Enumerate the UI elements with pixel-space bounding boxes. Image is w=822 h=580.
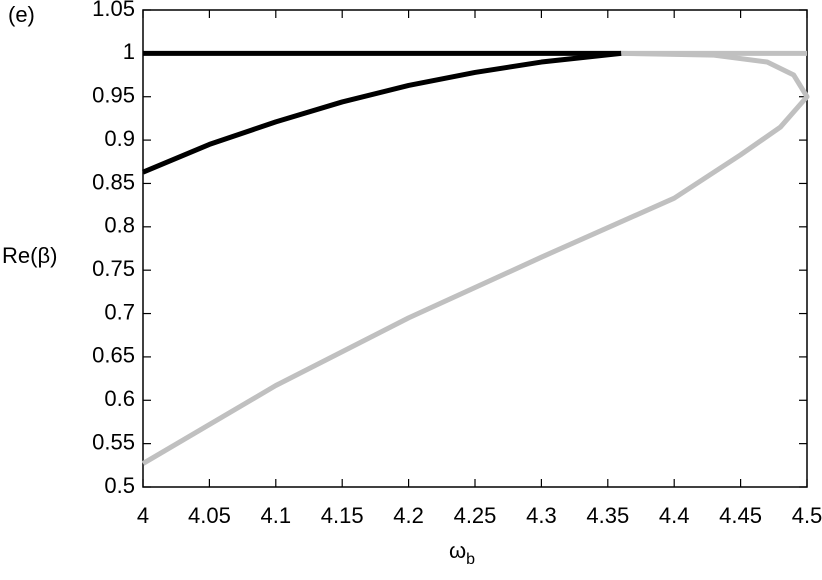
y-tick-label: 0.8 <box>104 213 135 238</box>
y-axis-label: Re(β) <box>2 243 57 268</box>
x-tick-label: 4.05 <box>188 503 231 528</box>
y-tick-label: 1.05 <box>92 0 135 21</box>
y-tick-label: 0.95 <box>92 83 135 108</box>
x-tick-label: 4.35 <box>586 503 629 528</box>
x-tick-label: 4.25 <box>454 503 497 528</box>
x-tick-label: 4.3 <box>526 503 557 528</box>
curve <box>141 50 810 466</box>
panel-label: (e) <box>8 2 35 27</box>
plot-frame <box>142 9 808 488</box>
y-tick-label: 1 <box>123 39 135 64</box>
y-tick-label: 0.5 <box>104 473 135 498</box>
x-tick-label: 4.1 <box>261 503 292 528</box>
y-tick-label: 0.85 <box>92 169 135 194</box>
y-tick-label: 0.7 <box>104 299 135 324</box>
x-axis-subscript: b <box>466 551 475 568</box>
x-axis-label: ωb <box>449 538 475 568</box>
x-tick-label: 4.4 <box>659 503 690 528</box>
x-tick-label: 4 <box>137 503 149 528</box>
x-tick-label: 4.45 <box>719 503 762 528</box>
x-tick-label: 4.5 <box>792 503 822 528</box>
y-tick-label: 0.65 <box>92 343 135 368</box>
curve <box>142 50 622 175</box>
y-tick-label: 0.6 <box>104 386 135 411</box>
y-tick-label: 0.55 <box>92 429 135 454</box>
y-tick-label: 0.75 <box>92 256 135 281</box>
x-axis-symbol: ω <box>449 538 466 563</box>
x-tick-label: 4.2 <box>393 503 424 528</box>
y-tick-label: 0.9 <box>104 126 135 151</box>
x-tick-label: 4.15 <box>321 503 364 528</box>
